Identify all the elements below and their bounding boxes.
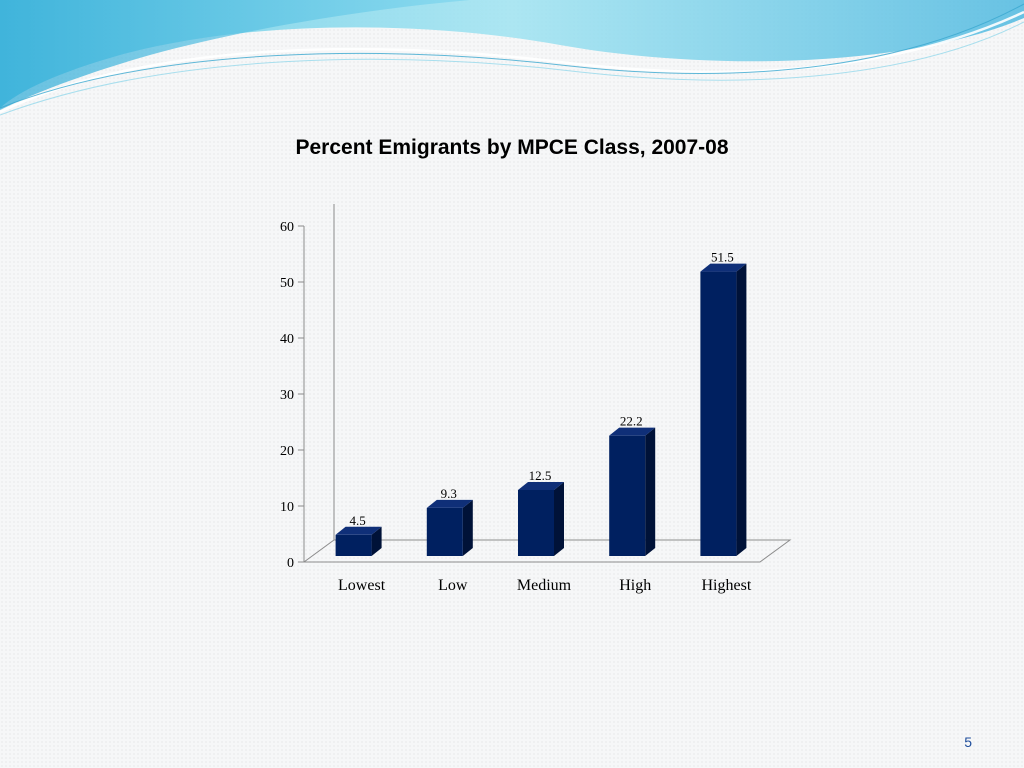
x-tick-label: Lowest: [338, 577, 386, 594]
y-tick-label: 0: [287, 556, 294, 571]
bar: [335, 534, 372, 556]
bar-top: [518, 482, 564, 490]
data-label: 12.5: [529, 468, 552, 483]
x-tick-label: High: [619, 577, 651, 594]
bar: [700, 271, 737, 556]
chart-floor: [302, 539, 792, 563]
x-tick-label: Low: [438, 577, 468, 594]
y-tick-label: 40: [280, 332, 294, 347]
data-label: 22.2: [620, 414, 643, 429]
header-wave-decoration: [0, 0, 1024, 116]
data-label: 4.5: [349, 513, 365, 528]
bar-side: [736, 263, 747, 556]
y-tick-label: 50: [280, 276, 294, 291]
slide-number: 5: [964, 734, 972, 750]
x-tick-label: Highest: [702, 577, 752, 594]
bar: [609, 435, 646, 556]
x-tick-label: Medium: [517, 577, 572, 594]
y-tick-label: 10: [280, 500, 294, 515]
bar-top: [609, 427, 656, 436]
bar-side: [371, 526, 382, 556]
y-tick-label: 20: [280, 444, 294, 459]
bar: [518, 490, 554, 556]
data-label: 9.3: [441, 486, 457, 501]
bar-top: [335, 526, 382, 535]
bar-side: [645, 427, 656, 556]
bar-side: [554, 482, 564, 556]
data-label: 51.5: [711, 250, 734, 265]
y-tick-label: 30: [280, 388, 294, 403]
y-tick-label: 60: [280, 220, 294, 235]
bar-top: [426, 499, 473, 508]
chart-title: Percent Emigrants by MPCE Class, 2007-08: [295, 136, 729, 159]
bar-top: [700, 263, 747, 272]
bar: [426, 507, 463, 556]
bar-side: [462, 499, 473, 556]
